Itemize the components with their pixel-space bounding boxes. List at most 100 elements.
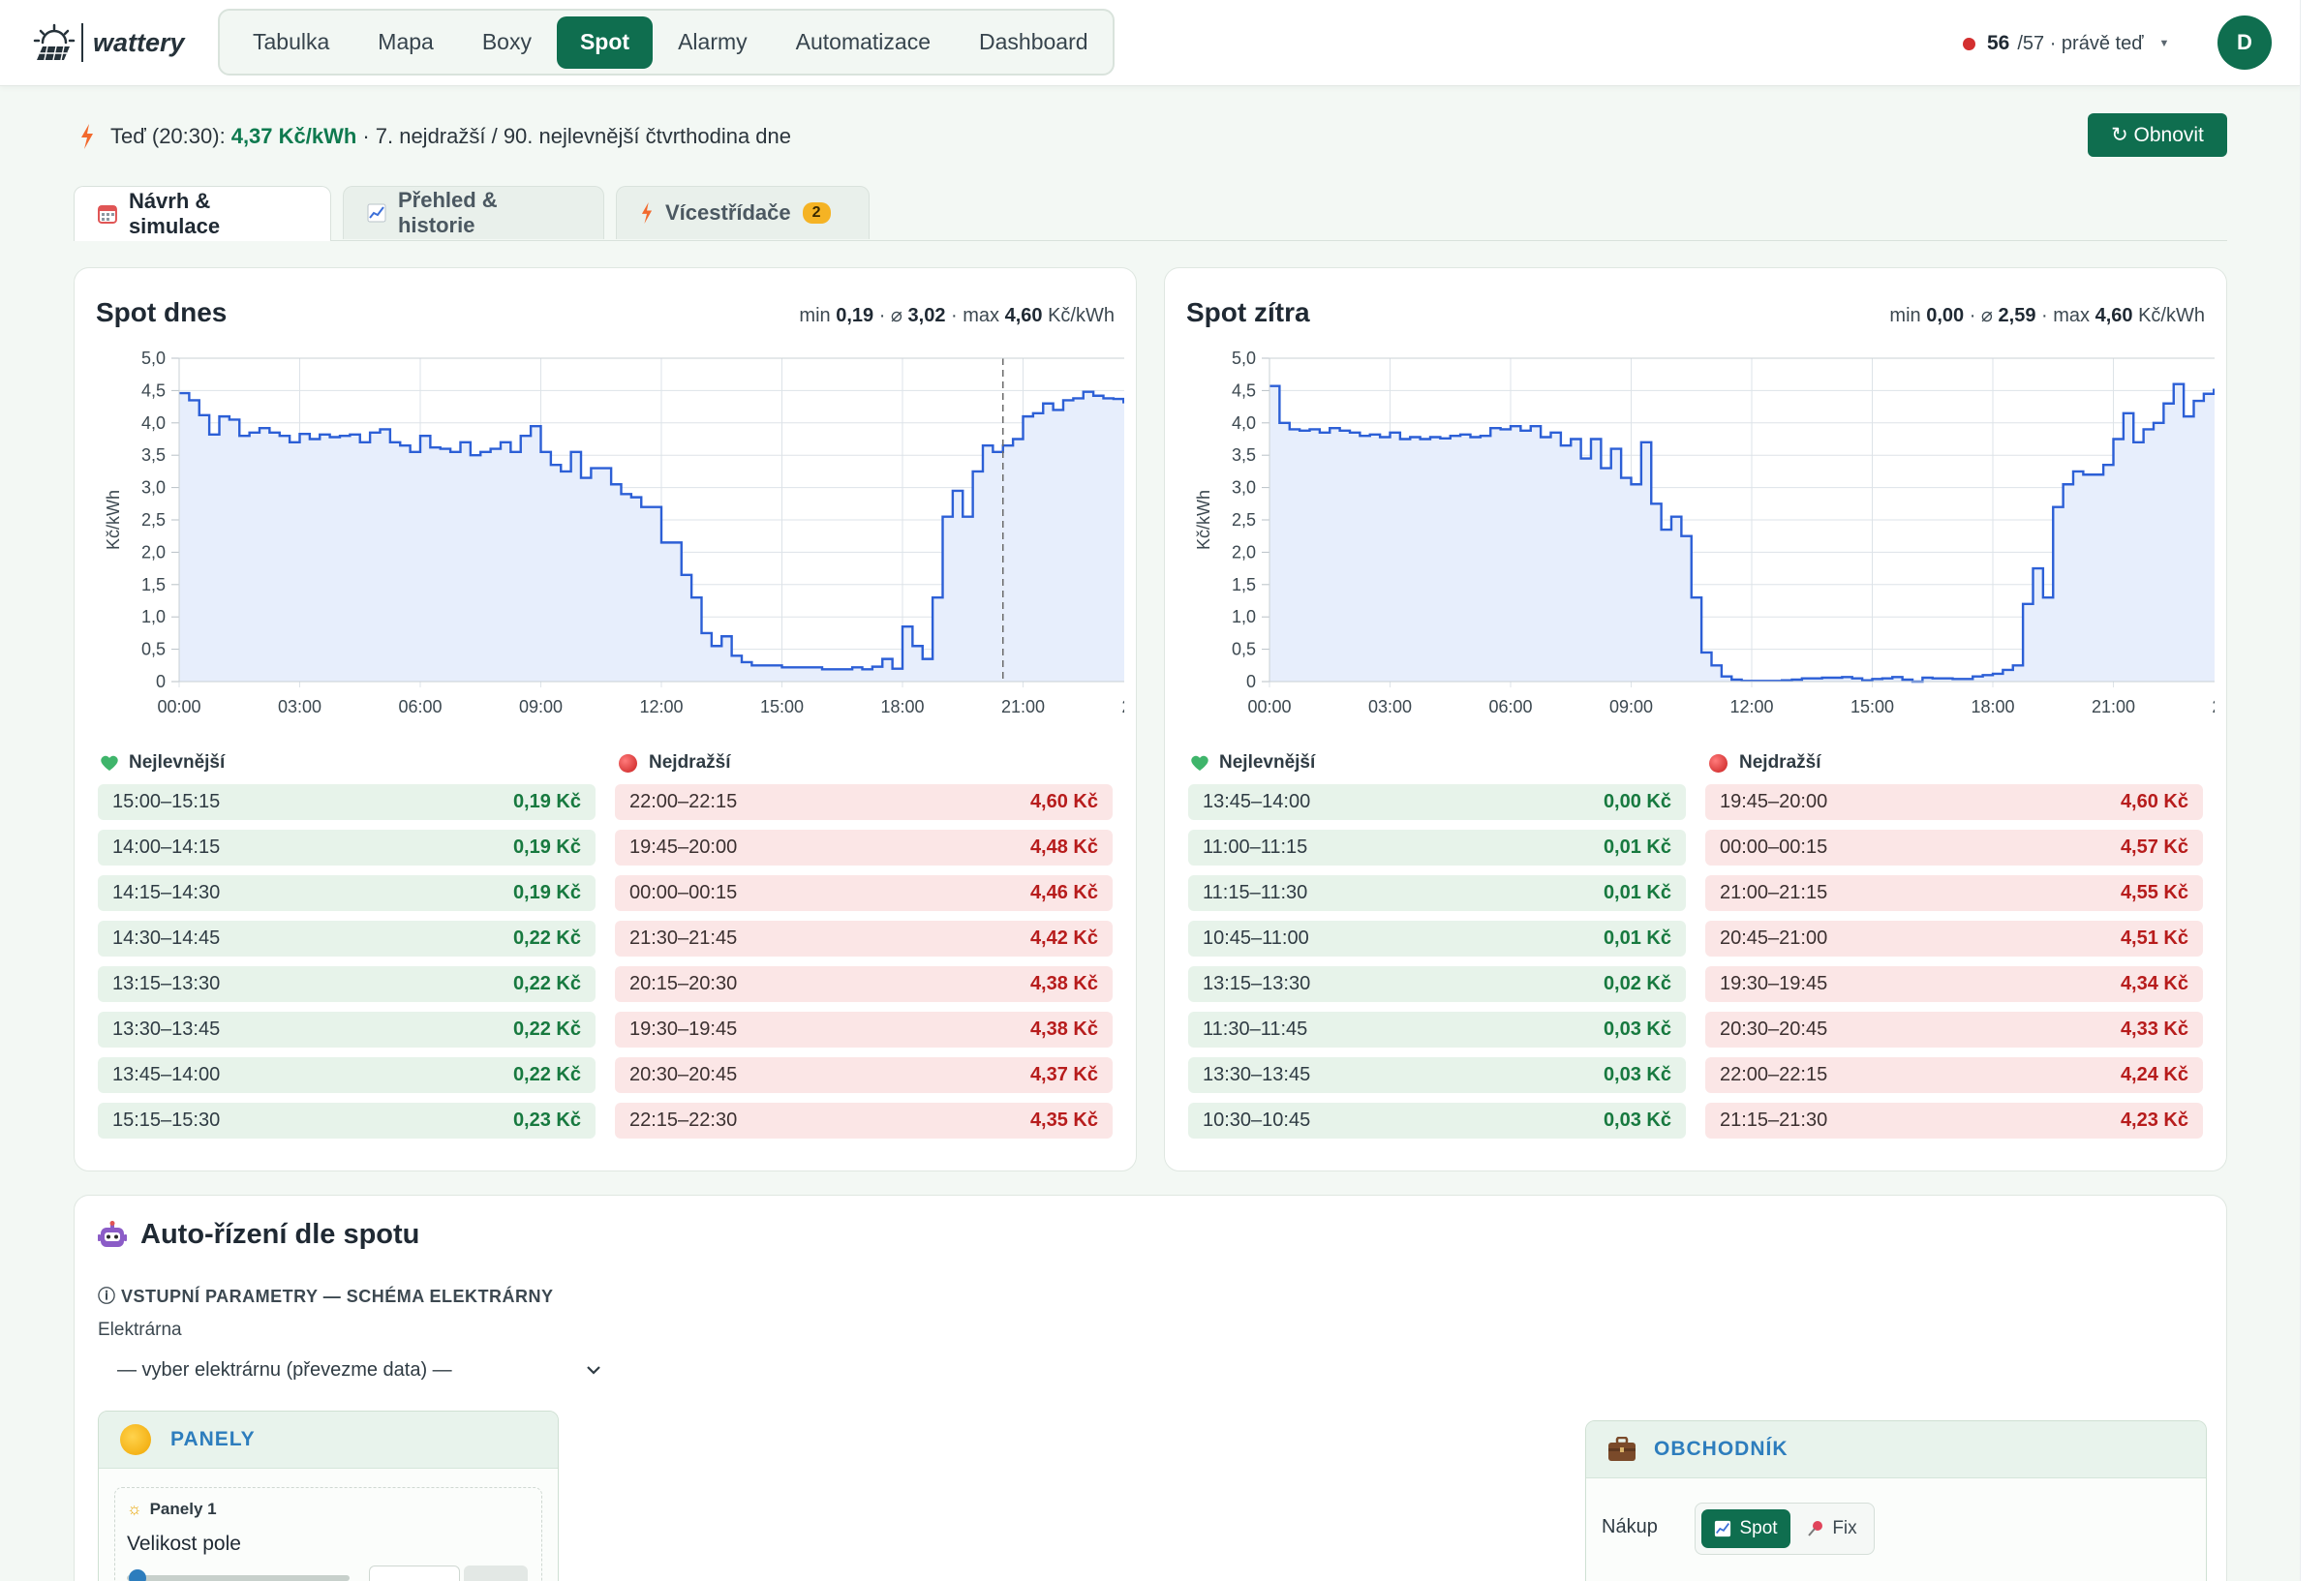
list-item: 20:30–20:45 4,37 Kč (615, 1057, 1113, 1093)
stat-max-label: · max (2041, 305, 2091, 326)
card-title: Spot dnes (96, 297, 228, 327)
trader-label: OBCHODNÍK (1654, 1438, 1789, 1460)
list-item: 13:45–14:00 0,22 Kč (98, 1057, 596, 1093)
stat-min-label: min (1889, 305, 1921, 326)
y-tick-label: 2,5 (141, 510, 166, 530)
stat-avg: 3,02 (907, 305, 946, 326)
tab-design-simulation[interactable]: Návrh & simulace (74, 186, 331, 241)
plant-select[interactable]: — vyber elektrárnu (převezme data) — (98, 1351, 617, 1389)
stat-min: 0,19 (836, 305, 874, 326)
stat-avg-label: · ⌀ (878, 305, 902, 326)
stat-unit: Kč/kWh (1048, 305, 1115, 326)
x-tick-label: 06:00 (398, 697, 442, 716)
y-tick-label: 1,5 (141, 575, 166, 594)
y-tick-label: 2,0 (141, 542, 166, 562)
list-item: 00:00–00:15 4,57 Kč (1705, 830, 2203, 866)
list-item: 21:00–21:15 4,55 Kč (1705, 875, 2203, 911)
nav-alarmy[interactable]: Alarmy (678, 29, 748, 54)
array-size-input[interactable] (369, 1566, 460, 1581)
spot-tomorrow-card: Spot zítra min 0,00 · ⌀ 2,59 · max 4,60 … (1164, 267, 2227, 1171)
list-item: 19:45–20:00 4,48 Kč (615, 830, 1113, 866)
red-circle-icon (619, 753, 637, 773)
x-tick-label: 21:00 (1001, 697, 1045, 716)
array-size-slider-track[interactable] (127, 1575, 350, 1581)
panel-group-title: ☼ Panely 1 (127, 1500, 217, 1519)
page-scrollbar[interactable] (2300, 0, 2324, 1581)
avatar[interactable]: D (2217, 15, 2272, 70)
cheapest-label: Nejlevnější (129, 752, 226, 773)
sun-panel-icon (33, 23, 76, 61)
chart-icon (367, 203, 386, 223)
x-tick-label: 12:00 (639, 697, 683, 716)
auto-control-title: Auto-řízení dle spotu (98, 1219, 419, 1251)
status-dot-icon (1963, 37, 1975, 50)
expensive-list: 22:00–22:15 4,60 Kč 19:45–20:00 4,48 Kč 00… (615, 784, 1113, 1148)
logo[interactable]: wattery (33, 21, 185, 64)
robot-icon (98, 1220, 127, 1247)
buy-spot-button[interactable]: Spot (1701, 1509, 1790, 1548)
red-circle-icon (1709, 753, 1728, 773)
x-tick-label: 24:00 (1121, 697, 1124, 716)
y-axis-label: Kč/kWh (104, 490, 123, 550)
trader-header[interactable]: OBCHODNÍK (1586, 1421, 2206, 1478)
list-item: 21:15–21:30 4,23 Kč (1705, 1103, 2203, 1139)
list-item: 19:30–19:45 4,34 Kč (1705, 966, 2203, 1002)
x-tick-label: 09:00 (519, 697, 563, 716)
list-item: 10:45–11:00 0,01 Kč (1188, 921, 1686, 957)
y-tick-label: 4,5 (141, 380, 166, 400)
stat-max-label: · max (951, 305, 1000, 326)
list-item: 13:15–13:30 0,22 Kč (98, 966, 596, 1002)
plant-select-value: — vyber elektrárnu (převezme data) — (117, 1358, 452, 1381)
refresh-button[interactable]: ↻ Obnovit (2088, 113, 2227, 157)
buy-fix-button[interactable]: Fix (1796, 1509, 1868, 1548)
buy-label: Nákup (1602, 1516, 1658, 1537)
list-item: 10:30–10:45 0,03 Kč (1188, 1103, 1686, 1139)
list-item: 11:15–11:30 0,01 Kč (1188, 875, 1686, 911)
x-tick-label: 15:00 (760, 697, 804, 716)
nav-spot[interactable]: Spot (556, 15, 654, 69)
list-item: 13:45–14:00 0,00 Kč (1188, 784, 1686, 820)
y-axis-label: Kč/kWh (1194, 490, 1213, 550)
y-tick-label: 4,0 (1232, 413, 1256, 433)
y-tick-label: 1,0 (141, 607, 166, 626)
y-tick-label: 0,5 (1232, 640, 1256, 659)
current-price-line: Teď (20:30): 4,37 Kč/kWh · 7. nejdražší … (79, 120, 791, 153)
cheapest-list: 15:00–15:15 0,19 Kč 14:00–14:15 0,19 Kč 14… (98, 784, 596, 1148)
brand-name: wattery (93, 27, 185, 57)
trader-section: OBCHODNÍK Nákup Spot Fix (1585, 1420, 2207, 1581)
nav-dashboard[interactable]: Dashboard (979, 29, 1088, 54)
tab-overview-history[interactable]: Přehled & historie (343, 186, 604, 239)
expensive-list: 19:45–20:00 4,60 Kč 00:00–00:15 4,57 Kč 21… (1705, 784, 2203, 1148)
panel-group-1: ☼ Panely 1 Velikost pole (114, 1487, 542, 1581)
tab-multi-inverters[interactable]: Vícestřídače 2 (616, 186, 870, 239)
list-item: 22:15–22:30 4,35 Kč (615, 1103, 1113, 1139)
plot-frame (1269, 357, 2215, 683)
nav-mapa[interactable]: Mapa (378, 29, 434, 54)
nav-automatizace[interactable]: Automatizace (795, 29, 931, 54)
y-tick-label: 3,5 (141, 445, 166, 465)
nav-boxy[interactable]: Boxy (481, 29, 532, 54)
bolt-icon (641, 202, 653, 224)
sun-icon (120, 1424, 151, 1455)
stat-min-label: min (799, 305, 831, 326)
nav-tabulka[interactable]: Tabulka (253, 29, 330, 54)
list-item: 19:45–20:00 4,60 Kč (1705, 784, 2203, 820)
x-tick-label: 18:00 (880, 697, 924, 716)
stat-max: 4,60 (1004, 305, 1043, 326)
online-status[interactable]: 56 /57 · právě teď ▼ (1963, 29, 2169, 58)
price-area (1269, 383, 2215, 682)
y-tick-label: 1,0 (1232, 607, 1256, 626)
briefcase-icon (1608, 1437, 1636, 1461)
list-item: 20:45–21:00 4,51 Kč (1705, 921, 2203, 957)
list-item: 11:30–11:45 0,03 Kč (1188, 1012, 1686, 1048)
x-tick-label: 21:00 (2092, 697, 2135, 716)
price-stats: min 0,00 · ⌀ 2,59 · max 4,60 Kč/kWh (1889, 303, 2205, 327)
count-badge: 2 (802, 202, 831, 224)
y-tick-label: 0,5 (141, 640, 166, 659)
logo-separator (81, 23, 83, 62)
array-size-slider-handle[interactable] (129, 1569, 146, 1581)
panels-header[interactable]: PANELY (99, 1412, 558, 1469)
online-count: 56 (1987, 32, 2010, 54)
sun-small-icon: ☼ (127, 1500, 142, 1518)
list-item: 20:15–20:30 4,38 Kč (615, 966, 1113, 1002)
